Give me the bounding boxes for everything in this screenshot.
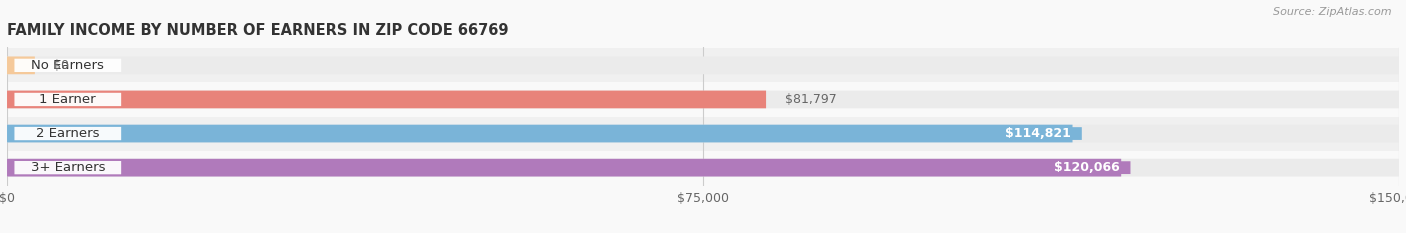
Text: 1 Earner: 1 Earner xyxy=(39,93,96,106)
FancyBboxPatch shape xyxy=(994,127,1081,140)
Text: $120,066: $120,066 xyxy=(1053,161,1119,174)
FancyBboxPatch shape xyxy=(7,82,1399,116)
FancyBboxPatch shape xyxy=(7,125,1399,142)
Text: 2 Earners: 2 Earners xyxy=(37,127,100,140)
FancyBboxPatch shape xyxy=(7,125,1073,142)
FancyBboxPatch shape xyxy=(7,56,1399,74)
FancyBboxPatch shape xyxy=(7,91,1399,108)
FancyBboxPatch shape xyxy=(14,161,121,174)
FancyBboxPatch shape xyxy=(7,151,1399,185)
Text: 3+ Earners: 3+ Earners xyxy=(31,161,105,174)
FancyBboxPatch shape xyxy=(7,116,1399,151)
FancyBboxPatch shape xyxy=(7,48,1399,82)
Text: $0: $0 xyxy=(53,59,69,72)
Text: FAMILY INCOME BY NUMBER OF EARNERS IN ZIP CODE 66769: FAMILY INCOME BY NUMBER OF EARNERS IN ZI… xyxy=(7,24,509,38)
FancyBboxPatch shape xyxy=(7,91,766,108)
FancyBboxPatch shape xyxy=(14,127,121,140)
FancyBboxPatch shape xyxy=(14,93,121,106)
Text: $81,797: $81,797 xyxy=(785,93,837,106)
Text: $114,821: $114,821 xyxy=(1005,127,1070,140)
FancyBboxPatch shape xyxy=(14,59,121,72)
FancyBboxPatch shape xyxy=(1042,161,1130,174)
Text: No Earners: No Earners xyxy=(31,59,104,72)
Text: Source: ZipAtlas.com: Source: ZipAtlas.com xyxy=(1274,7,1392,17)
FancyBboxPatch shape xyxy=(7,159,1121,177)
FancyBboxPatch shape xyxy=(7,159,1399,177)
FancyBboxPatch shape xyxy=(7,56,35,74)
